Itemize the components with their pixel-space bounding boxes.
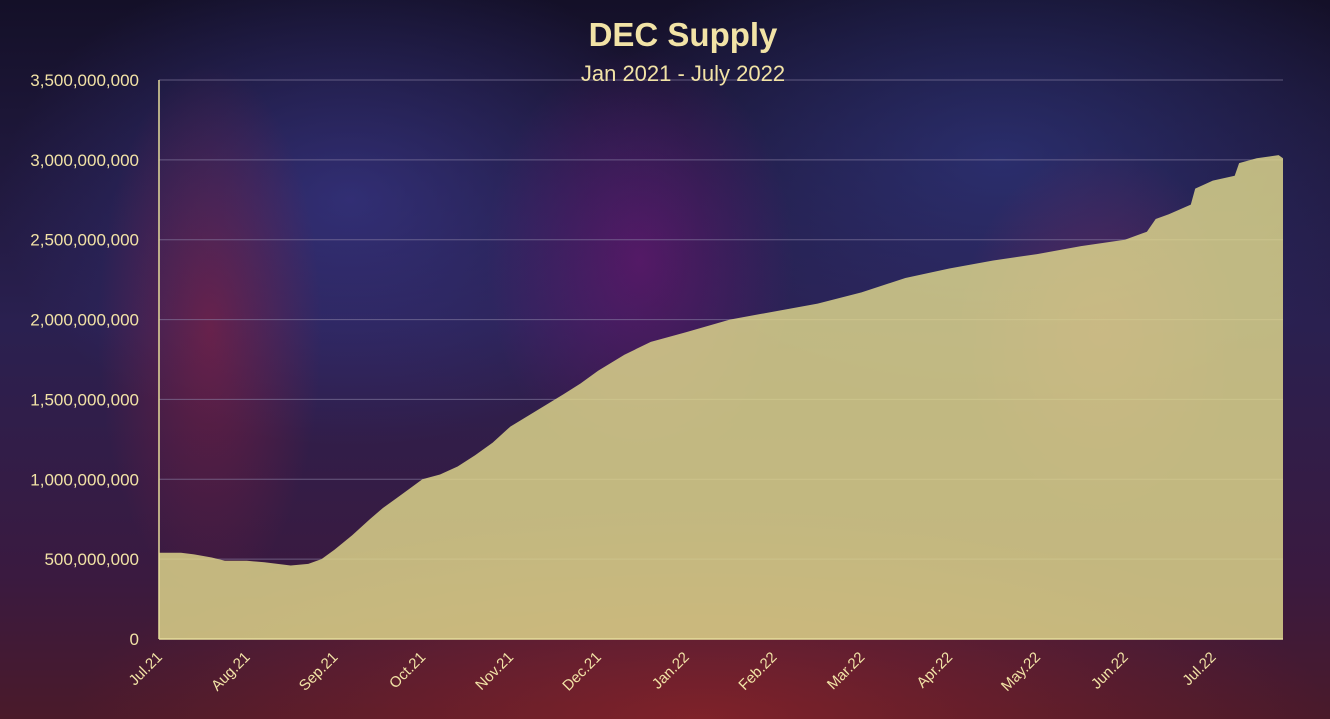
y-tick-label: 1,500,000,000 [30,390,139,409]
x-tick-label: Jan.22 [649,649,693,693]
x-tick-label: Oct.21 [386,649,429,692]
x-tick-label: Jul.22 [1179,649,1219,689]
x-axis-ticks: Jul.21 Aug.21 Sep.21 Oct.21 Nov.21 Dec.21 Jan.… [126,649,1220,695]
y-tick-label: 500,000,000 [44,550,139,569]
x-tick-label: Dec.21 [559,649,605,695]
x-tick-label: Feb.22 [735,649,780,694]
y-tick-label: 2,500,000,000 [30,231,139,250]
x-tick-label: May.22 [998,649,1044,695]
x-tick-label: Apr.22 [913,649,956,692]
chart-title: DEC Supply [589,16,778,53]
x-tick-label: Sep.21 [296,649,342,695]
x-tick-label: Aug.21 [208,649,254,695]
y-tick-label: 3,500,000,000 [30,71,139,90]
x-tick-label: Jul.21 [126,649,166,689]
x-tick-label: Jun.22 [1088,649,1132,693]
y-axis-ticks: 0 500,000,000 1,000,000,000 1,500,000,000 2,… [30,71,139,649]
area-series [159,155,1283,639]
chart-subtitle: Jan 2021 - July 2022 [581,61,785,86]
series-area [159,155,1283,639]
x-tick-label: Nov.21 [472,649,517,694]
y-tick-label: 2,000,000,000 [30,311,139,330]
x-tick-label: Mar.22 [824,649,868,693]
y-tick-label: 1,000,000,000 [30,470,139,489]
y-tick-label: 3,000,000,000 [30,151,139,170]
y-tick-label: 0 [130,630,139,649]
